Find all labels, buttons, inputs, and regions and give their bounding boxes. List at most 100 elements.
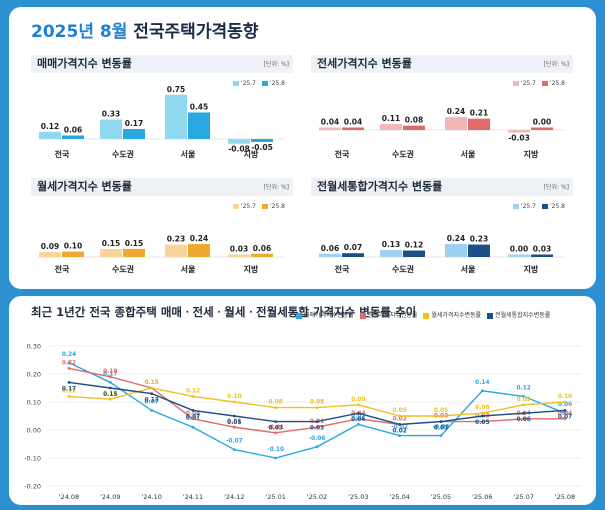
data-label: 0.10 <box>64 242 83 251</box>
bar <box>468 244 490 257</box>
data-point <box>274 431 278 435</box>
data-point <box>522 403 526 407</box>
data-point <box>108 375 112 379</box>
x-tick-label: '24.10 <box>141 493 161 501</box>
unit-label: [단위: %] <box>263 61 289 68</box>
data-label: 0.12 <box>517 385 531 391</box>
data-label: 0.15 <box>145 380 159 386</box>
data-point <box>480 414 484 418</box>
legend-label: 전세가격지수변동률 <box>367 312 418 319</box>
panel-title: 전세가격지수 변동률 <box>311 55 573 73</box>
page-title-text: 전국주택가격동향 <box>127 22 259 42</box>
data-point <box>150 386 154 390</box>
category-label: 서울 <box>461 149 476 159</box>
data-label: 0.75 <box>167 85 186 94</box>
bar <box>403 250 425 257</box>
bar <box>188 112 210 139</box>
data-point <box>232 448 236 451</box>
legend-swatch <box>296 312 302 319</box>
data-label: 0.06 <box>475 405 489 411</box>
category-label: 지방 <box>524 264 539 274</box>
data-label: 0.24 <box>62 352 76 358</box>
data-point <box>232 414 236 418</box>
bar <box>380 124 402 130</box>
data-point <box>522 417 526 421</box>
bar <box>531 254 553 257</box>
trend-legend: 매매가격지수변동률 전세가격지수변동률 월세가격지수변동률 전월세통합지수변동률 <box>290 310 550 319</box>
data-label: 0.06 <box>253 244 272 253</box>
bar <box>445 244 467 257</box>
legend-label: '25.7 <box>520 203 536 210</box>
data-label: 0.23 <box>167 235 186 244</box>
data-point <box>563 400 567 404</box>
bar <box>39 252 61 257</box>
data-label: 0.11 <box>382 114 401 123</box>
data-label: 0.15 <box>102 239 121 248</box>
data-label: -0.10 <box>267 447 284 453</box>
panel-title: 전월세통합가격지수 변동률 <box>311 178 573 196</box>
data-label: 0.02 <box>351 413 365 419</box>
x-tick-label: '25.02 <box>307 493 327 501</box>
data-point <box>150 392 154 395</box>
data-point <box>439 414 443 418</box>
bar <box>62 251 84 257</box>
bar <box>319 253 341 257</box>
legend-swatch <box>541 81 548 86</box>
x-tick-label: '25.06 <box>472 493 492 501</box>
data-point <box>563 411 567 415</box>
data-point <box>108 386 112 390</box>
data-point <box>191 417 195 421</box>
data-point <box>191 395 195 398</box>
data-label: 0.03 <box>434 426 448 432</box>
legend: '25.7 '25.8 <box>227 80 285 87</box>
data-label: 0.07 <box>145 399 159 405</box>
data-label: 0.04 <box>344 118 363 127</box>
data-label: 0.12 <box>405 241 424 250</box>
bar <box>228 254 250 257</box>
legend-label: '25.8 <box>269 203 285 210</box>
data-label: 0.08 <box>405 116 424 125</box>
data-label: 0.15 <box>103 392 117 398</box>
data-label: 0.11 <box>103 391 117 397</box>
unit-label: [단위: %] <box>263 184 289 191</box>
data-label: 0.12 <box>62 388 76 394</box>
data-label: 0.07 <box>344 243 363 252</box>
series-line <box>68 362 566 459</box>
page-title-year: 2025년 8월 <box>31 22 128 42</box>
legend: '25.7 '25.8 <box>227 203 285 210</box>
jeonse-price-panel: 전세가격지수 변동률 [단위: %] '25.7 '25.8 0.04 0.04 전국… <box>311 55 573 163</box>
bar <box>531 127 553 130</box>
bar <box>39 131 61 139</box>
data-point <box>398 423 402 426</box>
category-label: 전국 <box>335 149 350 159</box>
legend: '25.7 '25.8 <box>507 80 565 87</box>
data-point <box>191 409 195 412</box>
legend-label: 전월세통합지수변동률 <box>495 312 551 319</box>
bar <box>508 130 530 133</box>
legend-swatch <box>261 81 268 86</box>
data-point <box>356 403 360 407</box>
data-point <box>67 361 71 365</box>
data-point <box>67 367 71 370</box>
bar <box>123 248 145 257</box>
trend-line-chart: 0.30 0.20 0.10 0.00 -0.10 -0.20 '24.08 '24.09 '2… <box>24 343 581 501</box>
category-label: 전국 <box>335 264 350 274</box>
category-label: 서울 <box>461 264 476 274</box>
panel-title: 월세가격지수 변동률 <box>31 178 293 196</box>
data-label: 0.13 <box>382 240 401 249</box>
data-point <box>150 409 154 412</box>
data-point <box>274 456 278 460</box>
data-label: 0.17 <box>125 119 144 128</box>
legend-swatch <box>487 312 494 319</box>
y-tick-label: 0.30 <box>27 343 41 351</box>
x-tick-label: '24.08 <box>59 493 79 501</box>
data-label: -0.05 <box>251 143 273 152</box>
bar <box>62 135 84 139</box>
data-label: 0.24 <box>190 234 209 243</box>
legend-swatch <box>541 204 548 209</box>
data-point <box>356 423 360 426</box>
x-tick-label: '24.09 <box>100 493 120 501</box>
data-label: 0.09 <box>517 397 531 403</box>
legend-label: '25.8 <box>549 80 565 87</box>
data-point <box>563 417 567 421</box>
